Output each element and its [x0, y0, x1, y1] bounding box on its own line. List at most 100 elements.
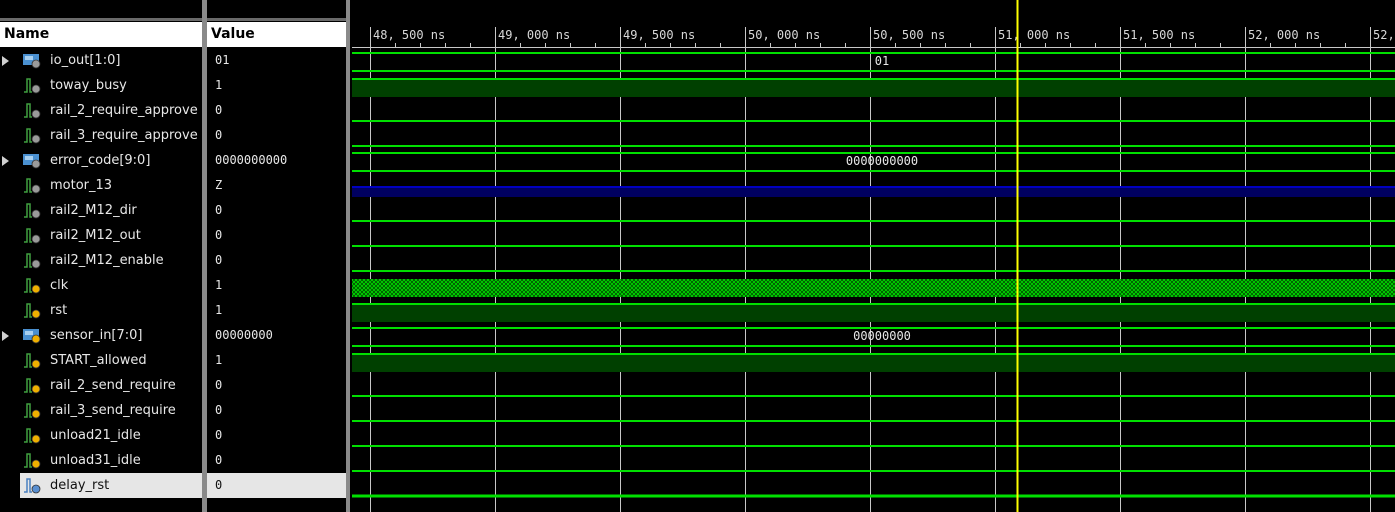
waveform-canvas[interactable]: 48, 500 ns 49, 000 ns 49, 500 ns 50, 000 ns…: [352, 0, 1395, 512]
signal-name: rail2_M12_enable: [50, 253, 164, 268]
signal-value-row[interactable]: 1: [207, 348, 346, 373]
high-z-fill: [352, 187, 1395, 197]
signal-value: 1: [215, 78, 223, 92]
signal-row[interactable]: rail2_M12_dir: [0, 198, 202, 223]
signal-row[interactable]: motor_13: [0, 173, 202, 198]
name-panel: Name io_out[1:0] toway_busy rail_2_require…: [0, 0, 202, 512]
signal-value-row[interactable]: 1: [207, 298, 346, 323]
signal-row[interactable]: rail_2_send_require: [0, 373, 202, 398]
waveform-START-allowed[interactable]: [352, 353, 1395, 372]
bus-signal-icon: [22, 327, 42, 344]
signal-value-row[interactable]: 0: [207, 373, 346, 398]
signal-value-row[interactable]: 0: [207, 423, 346, 448]
signal-row[interactable]: toway_busy: [0, 73, 202, 98]
signal-icon: [22, 177, 42, 194]
signal-value-row[interactable]: 0: [207, 123, 346, 148]
time-tick-label: 52, 500 ns: [1373, 28, 1395, 42]
signal-value: Z: [215, 178, 223, 192]
signal-icon: [22, 77, 42, 94]
signal-row[interactable]: unload21_idle: [0, 423, 202, 448]
signal-name: io_out[1:0]: [50, 53, 121, 68]
name-value-splitter[interactable]: [202, 0, 207, 512]
signal-value-row[interactable]: 0000000000: [207, 148, 346, 173]
signal-row[interactable]: unload31_idle: [0, 448, 202, 473]
value-panel: Value 01 1 0 0 0000000000 Z 0 0 0 1 1 00000000 1 0 0 0 0…: [207, 0, 346, 512]
signal-value-row[interactable]: 0: [207, 248, 346, 273]
waveform-toway-busy[interactable]: [352, 78, 1395, 97]
signal-name: delay_rst: [50, 478, 110, 493]
waveform-clk[interactable]: [352, 279, 1395, 297]
signal-name: unload21_idle: [50, 428, 141, 443]
signal-row[interactable]: rail_2_require_approve: [0, 98, 202, 123]
time-tick-label: 52, 000 ns: [1248, 28, 1320, 42]
signal-value-row[interactable]: 0: [207, 398, 346, 423]
header-divider: [207, 18, 346, 21]
waveform-error-code[interactable]: 0000000000: [352, 152, 1395, 172]
signal-value: 0: [215, 203, 223, 217]
signal-icon: [22, 202, 42, 219]
signal-value: 0: [215, 228, 223, 242]
value-column-header[interactable]: Value: [207, 22, 346, 47]
signal-row[interactable]: START_allowed: [0, 348, 202, 373]
signal-name: rail_2_send_require: [50, 378, 176, 393]
signal-value-row[interactable]: 0: [207, 98, 346, 123]
signal-value-row[interactable]: 01: [207, 48, 346, 73]
signal-icon: [22, 127, 42, 144]
waveform-sensor-in[interactable]: 00000000: [352, 327, 1395, 347]
signal-row[interactable]: rst: [0, 298, 202, 323]
signal-row[interactable]: sensor_in[7:0]: [0, 323, 202, 348]
time-tick-label: 49, 500 ns: [623, 28, 695, 42]
signal-value-row[interactable]: 1: [207, 73, 346, 98]
signal-name: sensor_in[7:0]: [50, 328, 143, 343]
waveform-motor-13[interactable]: [352, 186, 1395, 197]
waveform-io-out[interactable]: 01: [352, 52, 1395, 72]
time-tick-label: 49, 000 ns: [498, 28, 570, 42]
signal-value-row[interactable]: Z: [207, 173, 346, 198]
bus-signal-icon: [22, 152, 42, 169]
waveform-rst[interactable]: [352, 303, 1395, 322]
signal-value: 0: [215, 428, 223, 442]
signal-icon: [22, 477, 42, 494]
signal-icon: [22, 277, 42, 294]
signal-value-row[interactable]: 0: [207, 223, 346, 248]
signal-value-row[interactable]: 0: [207, 198, 346, 223]
signal-value: 1: [215, 303, 223, 317]
signal-name: rail_2_require_approve: [50, 103, 198, 118]
expand-arrow-icon[interactable]: [2, 331, 9, 341]
signal-icon: [22, 252, 42, 269]
signal-name: rst: [50, 303, 68, 318]
bus-value-label: 01: [875, 54, 889, 68]
signal-row[interactable]: rail2_M12_out: [0, 223, 202, 248]
signal-value: 0: [215, 378, 223, 392]
clock-dense-toggle: [352, 279, 1395, 297]
signal-value: 01: [215, 53, 230, 67]
high-level-fill: [352, 304, 1395, 322]
signal-value: 1: [215, 353, 223, 367]
signal-row[interactable]: io_out[1:0]: [0, 48, 202, 73]
name-column-header[interactable]: Name: [0, 22, 202, 47]
signal-value-row[interactable]: 1: [207, 273, 346, 298]
bus-signal-icon: [22, 52, 42, 69]
signal-icon: [22, 227, 42, 244]
signal-name: START_allowed: [50, 353, 147, 368]
signal-row[interactable]: rail2_M12_enable: [0, 248, 202, 273]
signal-name: motor_13: [50, 178, 113, 193]
signal-row[interactable]: delay_rst: [20, 473, 202, 498]
expand-arrow-icon[interactable]: [2, 56, 9, 66]
signal-value: 0: [215, 103, 223, 117]
signal-name: rail_3_require_approve: [50, 128, 198, 143]
header-divider: [0, 18, 202, 21]
expand-arrow-icon[interactable]: [2, 156, 9, 166]
signal-value: 00000000: [215, 328, 273, 342]
signal-row[interactable]: clk: [0, 273, 202, 298]
signal-row[interactable]: error_code[9:0]: [0, 148, 202, 173]
signal-row[interactable]: rail_3_send_require: [0, 398, 202, 423]
signal-value-row[interactable]: 00000000: [207, 323, 346, 348]
bus-value-label: 00000000: [853, 329, 911, 343]
signal-value: 0: [215, 128, 223, 142]
signal-row[interactable]: rail_3_require_approve: [0, 123, 202, 148]
signal-value-row[interactable]: 0: [207, 473, 346, 498]
value-wave-splitter[interactable]: [346, 0, 350, 512]
signal-value-row[interactable]: 0: [207, 448, 346, 473]
signal-name: unload31_idle: [50, 453, 141, 468]
